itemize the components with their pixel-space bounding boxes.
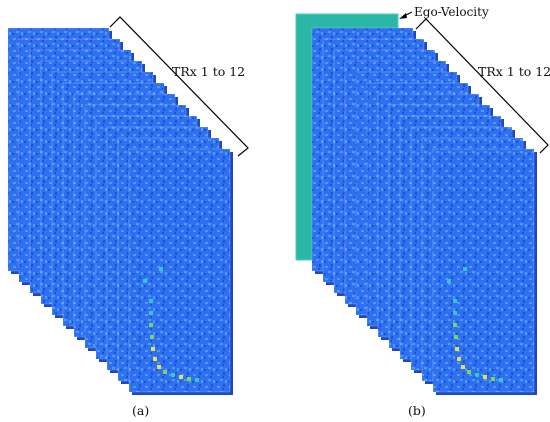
trace-cell-5	[151, 347, 155, 351]
trace-cell-5	[455, 347, 459, 351]
panel-a-bracket	[109, 16, 249, 157]
panel-b-label: (b)	[408, 403, 426, 418]
panel-b-bracket	[415, 18, 549, 154]
panel-a-label: (a)	[132, 403, 149, 418]
trace-cell-8	[163, 370, 167, 374]
panel-a-frame-stack	[7, 27, 233, 395]
trace-cell-9	[475, 373, 479, 377]
trace-cell-10	[483, 375, 487, 379]
trace-cell-9	[171, 373, 175, 377]
trace-cell-12	[499, 378, 503, 382]
trace-cell-14	[463, 267, 467, 271]
trace-cell-14	[159, 267, 163, 271]
frame-trx-12	[432, 148, 537, 395]
trace-cell-11	[187, 377, 191, 381]
panel-b-target-trace	[447, 267, 503, 382]
trace-cell-2	[453, 311, 457, 315]
trace-cell-3	[453, 323, 457, 327]
panel-b-frame-stack	[311, 27, 537, 395]
trace-cell-11	[491, 377, 495, 381]
trace-cell-3	[149, 323, 153, 327]
trace-cell-12	[195, 378, 199, 382]
panel-b: TRx 1 to 12 Ego-Velocity (b)	[295, 5, 550, 418]
trace-cell-4	[454, 335, 458, 339]
trace-cell-1	[149, 299, 153, 303]
trace-cell-13	[143, 279, 147, 283]
panel-a: TRx 1 to 12 (a)	[7, 16, 249, 418]
ego-velocity-arrowhead	[399, 13, 407, 19]
panel-b-bracket-label: TRx 1 to 12	[478, 64, 550, 79]
trace-cell-2	[149, 311, 153, 315]
trace-cell-6	[153, 357, 157, 361]
ego-velocity-label: Ego-Velocity	[414, 5, 489, 19]
trace-cell-6	[457, 357, 461, 361]
trace-cell-10	[179, 375, 183, 379]
trace-cell-7	[461, 365, 465, 369]
trace-cell-1	[453, 299, 457, 303]
panel-a-bracket-label: TRx 1 to 12	[172, 64, 245, 79]
trace-cell-13	[447, 279, 451, 283]
trace-cell-4	[150, 335, 154, 339]
trace-cell-7	[157, 365, 161, 369]
panel-a-target-trace	[143, 267, 199, 382]
frame-trx-12	[128, 148, 233, 395]
trace-cell-8	[467, 370, 471, 374]
